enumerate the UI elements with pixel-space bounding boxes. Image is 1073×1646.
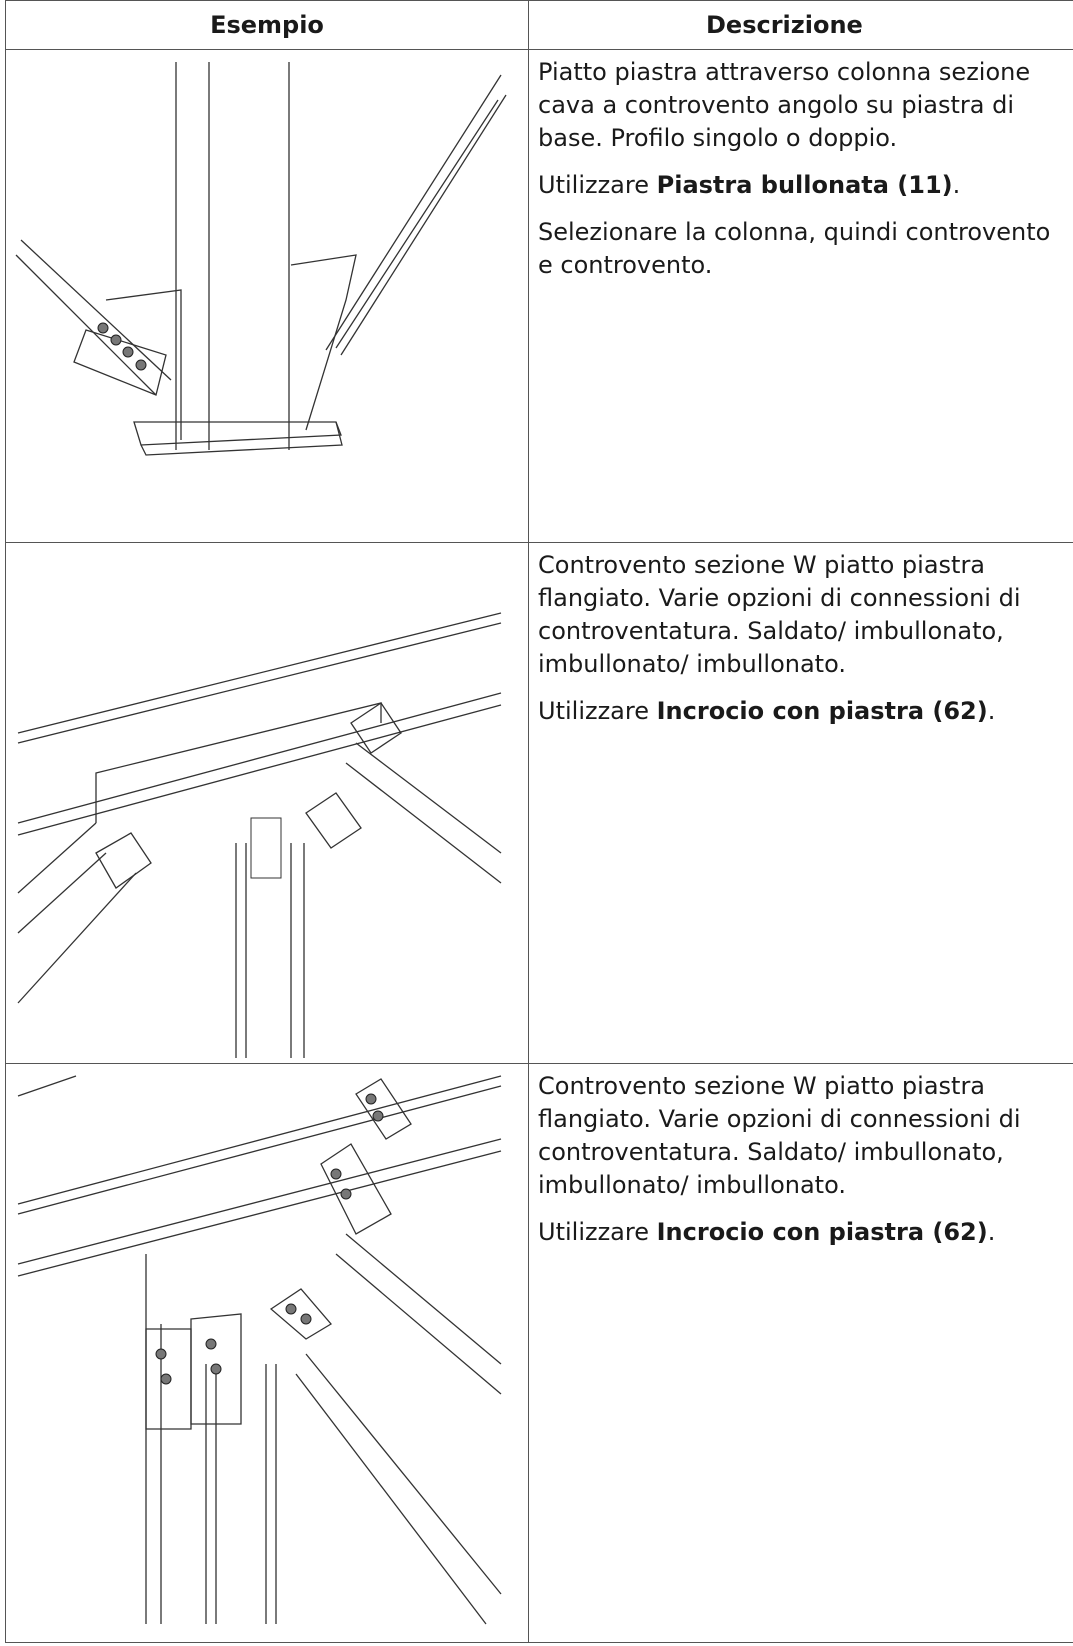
header-cell: Esempio <box>5 0 529 50</box>
text: . <box>987 1218 996 1246</box>
text: Controvento sezione W piatto piastra fla… <box>538 551 1021 678</box>
paragraph: Selezionare la colonna, quindi controven… <box>538 216 1053 282</box>
description-cell: Piatto piastra attraverso colonna sezion… <box>528 49 1073 543</box>
example-cell <box>5 1063 529 1643</box>
description-cell: Controvento sezione W piatto piastra fla… <box>528 542 1073 1064</box>
bold-text: Piastra bullonata (11) <box>656 171 953 199</box>
drawing <box>15 62 507 456</box>
table: Esempio Descrizione Piatto piastra attra… <box>5 0 1073 1643</box>
text: . <box>952 171 961 199</box>
description-cell: Controvento sezione W piatto piastra fla… <box>528 1063 1073 1643</box>
text: Utilizzare <box>538 697 657 725</box>
paragraph: Controvento sezione W piatto piastra fla… <box>538 549 1053 681</box>
drawing <box>17 1075 502 1625</box>
example-cell <box>5 49 529 543</box>
header-cell: Descrizione <box>528 0 1073 50</box>
paragraph: Utilizzare Piastra bullonata (11). <box>538 169 1053 202</box>
text: Utilizzare <box>538 1218 657 1246</box>
text: Selezionare la colonna, quindi controven… <box>538 218 1051 279</box>
bold-text: Incrocio con piastra (62) <box>656 697 988 725</box>
bold-text: Incrocio con piastra (62) <box>656 1218 988 1246</box>
drawing <box>17 612 502 1058</box>
text: Controvento sezione W piatto piastra fla… <box>538 1072 1021 1199</box>
text: Piatto piastra attraverso colonna sezion… <box>538 58 1031 152</box>
paragraph: Utilizzare Incrocio con piastra (62). <box>538 695 1053 728</box>
text: . <box>987 697 996 725</box>
paragraph: Controvento sezione W piatto piastra fla… <box>538 1070 1053 1202</box>
text: Utilizzare <box>538 171 657 199</box>
example-cell <box>5 542 529 1064</box>
paragraph: Piatto piastra attraverso colonna sezion… <box>538 56 1053 155</box>
paragraph: Utilizzare Incrocio con piastra (62). <box>538 1216 1053 1249</box>
